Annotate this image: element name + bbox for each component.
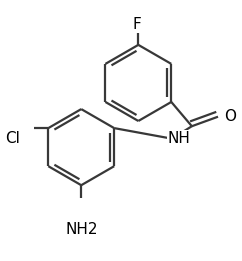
Text: Cl: Cl bbox=[5, 130, 20, 146]
Text: NH2: NH2 bbox=[65, 222, 98, 238]
Text: NH: NH bbox=[167, 130, 190, 146]
Text: F: F bbox=[133, 17, 142, 32]
Text: O: O bbox=[224, 109, 236, 124]
